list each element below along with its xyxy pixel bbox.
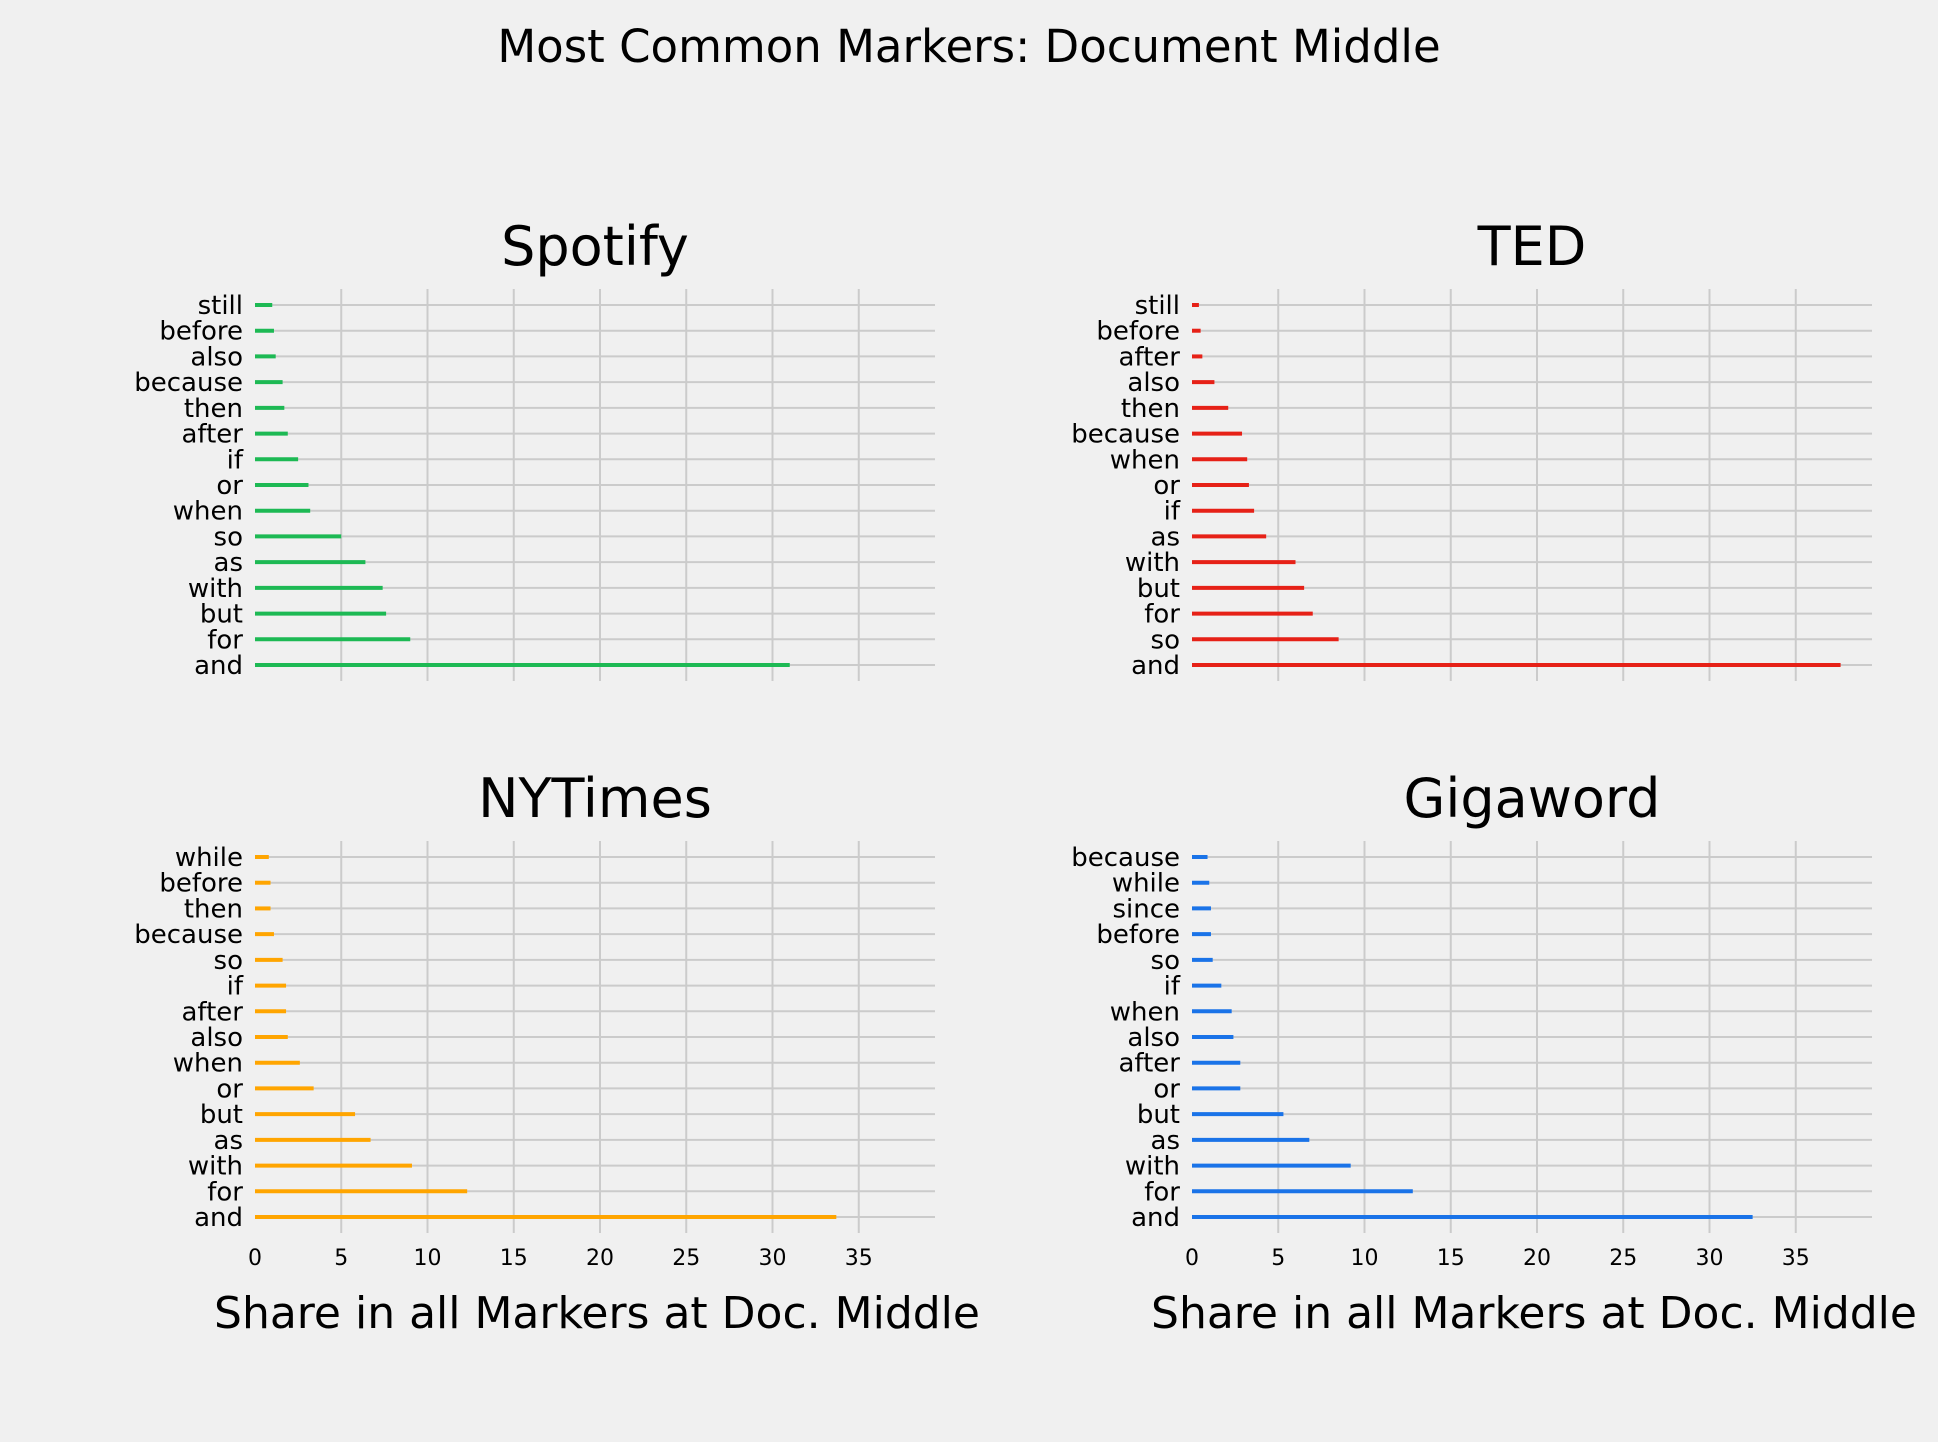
panel-nytimes: andforwithasbutorwhenalsoafterifsobecaus… <box>134 767 980 1339</box>
x-tick-label: 15 <box>1437 1246 1465 1271</box>
category-label: then <box>184 894 243 924</box>
x-tick-label: 25 <box>672 1246 700 1271</box>
category-label: with <box>1125 1152 1180 1182</box>
category-label: when <box>1110 997 1180 1027</box>
category-label: when <box>173 497 243 527</box>
x-tick-label: 30 <box>759 1246 787 1271</box>
category-label: also <box>1127 1023 1180 1053</box>
figure-title: Most Common Markers: Document Middle <box>497 20 1440 73</box>
category-label: after <box>1118 342 1180 372</box>
category-label: also <box>190 342 243 372</box>
category-label: or <box>216 1074 243 1104</box>
category-label: for <box>1144 1177 1180 1207</box>
category-label: still <box>198 291 243 321</box>
category-label: when <box>1110 445 1180 475</box>
category-label: as <box>1151 1126 1180 1156</box>
x-tick-label: 20 <box>586 1246 614 1271</box>
category-label: with <box>188 1152 243 1182</box>
category-label: for <box>207 1177 243 1207</box>
category-label: if <box>227 445 244 475</box>
category-label: and <box>1131 651 1180 681</box>
category-label: as <box>1151 522 1180 552</box>
panel-title: Gigaword <box>1404 767 1661 830</box>
category-label: so <box>1151 625 1180 655</box>
x-tick-label: 10 <box>414 1246 442 1271</box>
x-tick-label: 30 <box>1696 1246 1724 1271</box>
panel-title: Spotify <box>501 215 689 278</box>
x-axis-label: Share in all Markers at Doc. Middle <box>1151 1288 1917 1339</box>
category-label: before <box>159 869 243 899</box>
category-label: before <box>159 317 243 347</box>
category-label: after <box>181 420 243 450</box>
panel-gigaword: andforwithasbutorafteralsowhenifsobefore… <box>1071 767 1917 1339</box>
category-label: or <box>1153 471 1180 501</box>
category-label: for <box>1144 600 1180 630</box>
panel-title: TED <box>1477 215 1587 278</box>
category-label: but <box>200 600 243 630</box>
category-label: still <box>1135 291 1180 321</box>
x-tick-label: 25 <box>1609 1246 1637 1271</box>
category-label: also <box>190 1023 243 1053</box>
category-label: after <box>1118 1049 1180 1079</box>
category-label: so <box>1151 946 1180 976</box>
category-label: with <box>188 574 243 604</box>
category-label: if <box>1164 972 1181 1002</box>
x-tick-label: 0 <box>1185 1246 1199 1271</box>
panel-title: NYTimes <box>478 767 712 830</box>
category-label: with <box>1125 548 1180 578</box>
x-axis-label: Share in all Markers at Doc. Middle <box>214 1288 980 1339</box>
category-label: but <box>200 1100 243 1130</box>
category-label: since <box>1112 894 1180 924</box>
category-label: while <box>175 843 243 873</box>
category-label: and <box>1131 1203 1180 1233</box>
category-label: before <box>1096 317 1180 347</box>
category-label: and <box>194 1203 243 1233</box>
category-label: after <box>181 997 243 1027</box>
x-tick-label: 10 <box>1351 1246 1379 1271</box>
category-label: but <box>1137 1100 1180 1130</box>
category-label: before <box>1096 920 1180 950</box>
category-label: because <box>1071 843 1180 873</box>
category-label: for <box>207 625 243 655</box>
category-label: or <box>216 471 243 501</box>
category-label: so <box>214 946 243 976</box>
panel-ted: andsoforbutwithasiforwhenbecausethenalso… <box>1071 215 1872 681</box>
x-tick-label: 5 <box>334 1246 348 1271</box>
category-label: as <box>214 548 243 578</box>
x-tick-label: 5 <box>1271 1246 1285 1271</box>
category-label: because <box>134 368 243 398</box>
category-label: if <box>1164 497 1181 527</box>
category-label: if <box>227 972 244 1002</box>
category-label: as <box>214 1126 243 1156</box>
category-label: then <box>184 394 243 424</box>
x-tick-label: 20 <box>1523 1246 1551 1271</box>
category-label: because <box>1071 420 1180 450</box>
category-label: when <box>173 1049 243 1079</box>
x-tick-label: 15 <box>500 1246 528 1271</box>
x-tick-label: 35 <box>845 1246 873 1271</box>
category-label: also <box>1127 368 1180 398</box>
category-label: and <box>194 651 243 681</box>
category-label: while <box>1112 869 1180 899</box>
category-label: but <box>1137 574 1180 604</box>
x-tick-label: 35 <box>1782 1246 1810 1271</box>
category-label: so <box>214 522 243 552</box>
x-tick-label: 0 <box>248 1246 262 1271</box>
category-label: then <box>1121 394 1180 424</box>
category-label: or <box>1153 1074 1180 1104</box>
category-label: because <box>134 920 243 950</box>
panel-spotify: andforbutwithassowhenorifafterthenbecaus… <box>134 215 935 681</box>
